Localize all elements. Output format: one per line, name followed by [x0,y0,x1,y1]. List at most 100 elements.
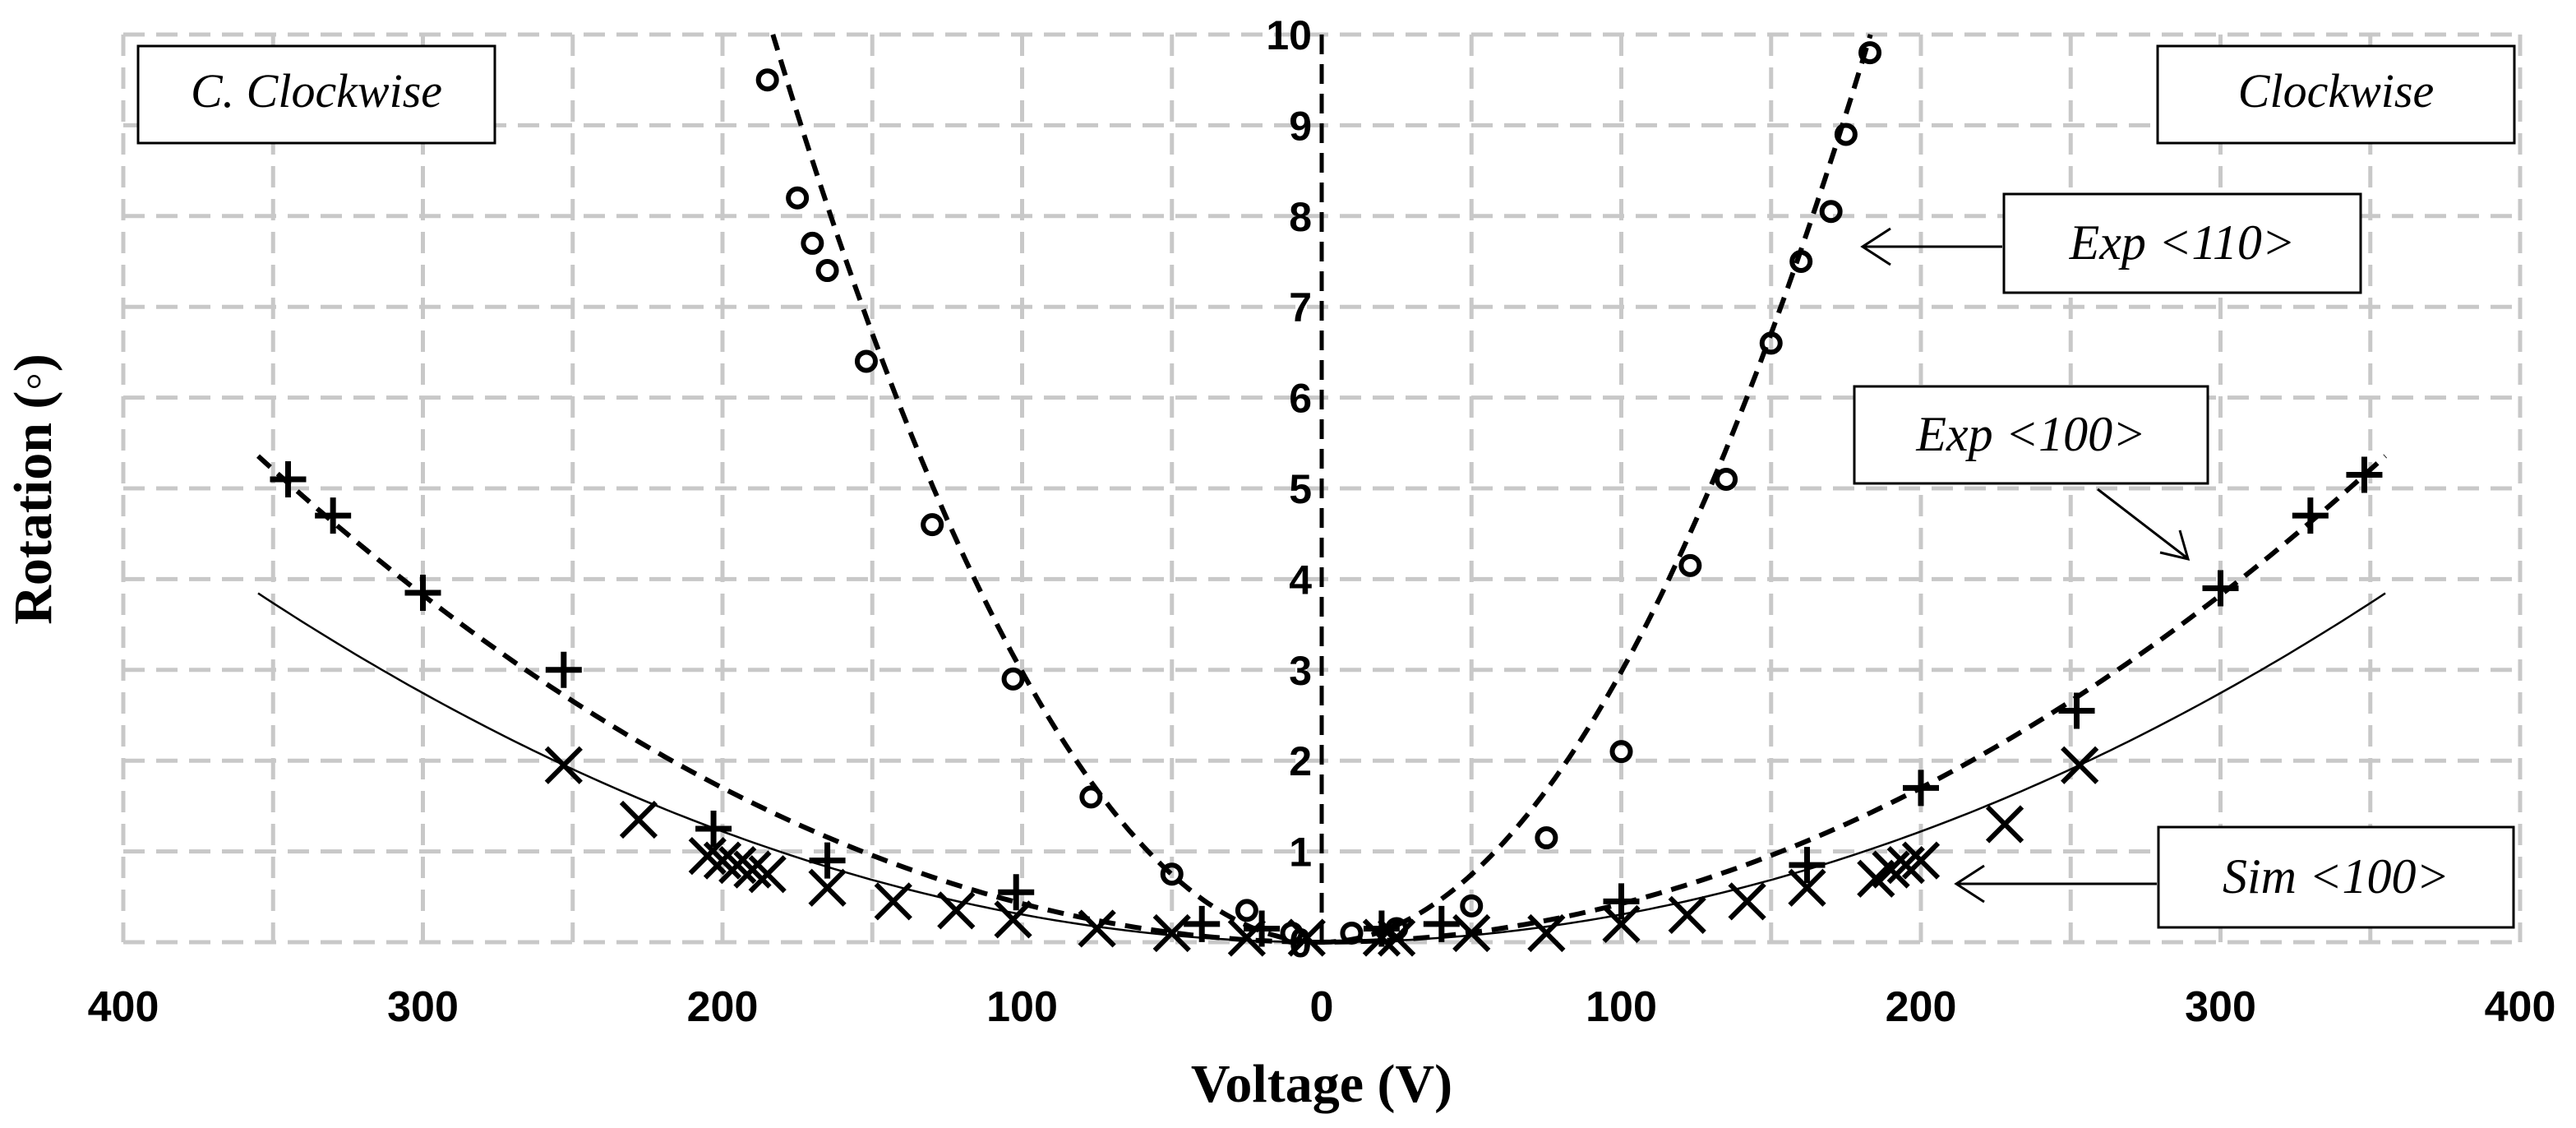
x-tick-label: 400 [88,983,159,1031]
point-circle [755,68,779,92]
point-circle [1789,250,1813,273]
point-cross [1985,805,2024,844]
point-circle [1460,894,1484,918]
point-plus [1423,905,1460,942]
x-axis-title: Voltage (V) [1191,1054,1452,1114]
y-tick-label: 2 [1289,738,1312,784]
point-plus [2202,570,2239,607]
x-tick-label: 300 [2185,983,2256,1031]
point-circle [815,259,839,283]
point-cross [733,850,772,889]
point-circle [1079,785,1103,809]
x-tick-label: 100 [1586,983,1657,1031]
point-plus [1903,770,1939,807]
y-tick-label: 0 [1289,920,1312,966]
y-tick-label: 10 [1266,12,1312,58]
point-cross [1362,918,1401,957]
point-circle [1819,200,1843,224]
cw-label-box [2156,44,2516,145]
point-circle [1759,331,1783,355]
point-plus [2292,497,2329,534]
point-cross [1152,913,1191,953]
exp-100-box [1853,385,2209,485]
point-cross [1788,868,1826,907]
point-cross [994,900,1032,939]
point-plus [1789,847,1826,884]
point-cross [1452,913,1491,953]
point-cross [688,836,727,876]
point-cross [619,800,658,839]
point-plus [695,811,732,847]
point-cross [808,868,847,907]
data-markers [270,41,2383,957]
point-cross [1527,913,1566,953]
y-tick-label: 5 [1289,466,1312,512]
y-tick-label: 4 [1289,557,1312,603]
point-cross [748,855,787,894]
point-cross [718,846,757,885]
point-circle [1715,467,1738,491]
point-cross [544,746,583,784]
point-plus [809,842,846,879]
point-circle [1535,826,1558,850]
exp-110-box [2002,192,2362,294]
sim-100-label: Sim <100> [2223,849,2449,904]
y-tick-label: 6 [1289,376,1312,422]
point-circle [1858,41,1882,65]
x-tick-label: 300 [387,983,459,1031]
point-plus [2058,692,2095,729]
y-axis-title: Rotation (◦) [3,354,63,625]
point-cross [874,882,912,921]
tick-labels: 400 300 200 100 0 100 200 300 400 0 1 2 3 4 5 6 7 8 9 10 [88,12,2556,1031]
y-tick-label: 9 [1289,103,1312,149]
point-cross [2061,746,2099,784]
exp-100-arrowhead [2159,529,2191,562]
point-circle [1678,553,1702,577]
cw-label: Clockwise [2238,64,2434,118]
point-cross [703,841,742,880]
point-cross [1728,882,1766,921]
y-tick-label: 1 [1289,830,1312,876]
point-circle [1834,123,1858,146]
ccw-label-box [136,44,496,145]
exp-110-arrowhead [1860,227,1891,266]
point-circle [801,231,824,255]
point-circle [854,349,878,373]
point-cross [1886,846,1925,885]
exp-110-label: Exp <110> [2069,215,2296,270]
point-plus [315,497,352,534]
point-cross [1602,904,1641,944]
y-tick-label: 7 [1289,284,1312,331]
sim-100-box [2157,825,2515,929]
point-circle [1001,667,1025,691]
point-plus [545,651,582,688]
exp-100-arrow [2097,488,2187,559]
point-cross [1078,909,1116,948]
x-tick-label: 100 [986,983,1058,1031]
point-cross [1378,918,1416,957]
point-cross [1901,841,1941,880]
ccw-label: C. Clockwise [191,64,442,118]
point-circle [1340,921,1364,945]
point-circle [921,513,944,537]
point-cross [937,891,976,930]
x-tick-label: 200 [1886,983,1957,1031]
point-cross [1668,895,1706,935]
point-plus [270,460,307,497]
y-tick-label: 8 [1289,194,1312,240]
y-tick-label: 3 [1289,648,1312,694]
point-circle [1235,899,1258,922]
point-circle [1609,740,1633,764]
x-tick-label: 200 [687,983,759,1031]
point-circle [1160,862,1184,886]
x-tick-label: 0 [1310,983,1334,1031]
point-circle [786,186,810,210]
point-cross [1227,918,1267,957]
point-plus [1244,910,1281,947]
point-plus [2346,456,2383,493]
point-cross [1287,918,1326,957]
sim-100-arrowhead [1954,864,1985,904]
point-plus [1603,883,1640,920]
point-plus [404,574,441,611]
